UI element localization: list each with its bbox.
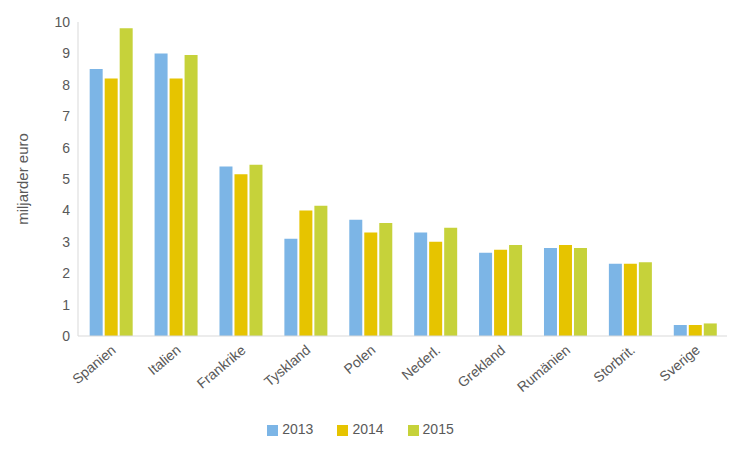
svg-text:Polen: Polen [341,342,379,377]
svg-text:0: 0 [62,328,70,344]
svg-text:Tyskland: Tyskland [261,342,314,390]
svg-text:7: 7 [62,108,70,124]
svg-text:Frankrike: Frankrike [194,342,249,392]
svg-text:4: 4 [62,202,70,218]
svg-text:5: 5 [62,171,70,187]
svg-text:Nederl.: Nederl. [398,342,443,383]
svg-text:6: 6 [62,140,70,156]
svg-text:10: 10 [54,14,70,30]
svg-text:miljarder euro: miljarder euro [14,133,31,225]
svg-text:Italien: Italien [145,342,184,378]
html-text:2015: 2015 [422,421,454,437]
html-text:2014: 2014 [352,421,384,437]
svg-text:Grekland: Grekland [454,342,508,391]
svg-text:1: 1 [62,297,70,313]
svg-text:2: 2 [62,265,70,281]
svg-text:Storbrit.: Storbrit. [590,342,638,386]
svg-text:Spanien: Spanien [69,342,119,387]
svg-text:8: 8 [62,77,70,93]
svg-text:9: 9 [62,45,70,61]
html-text:2013: 2013 [282,421,314,437]
svg-text:Rumänien: Rumänien [514,342,573,395]
svg-text:3: 3 [62,234,70,250]
svg-text:Sverige: Sverige [656,342,703,385]
